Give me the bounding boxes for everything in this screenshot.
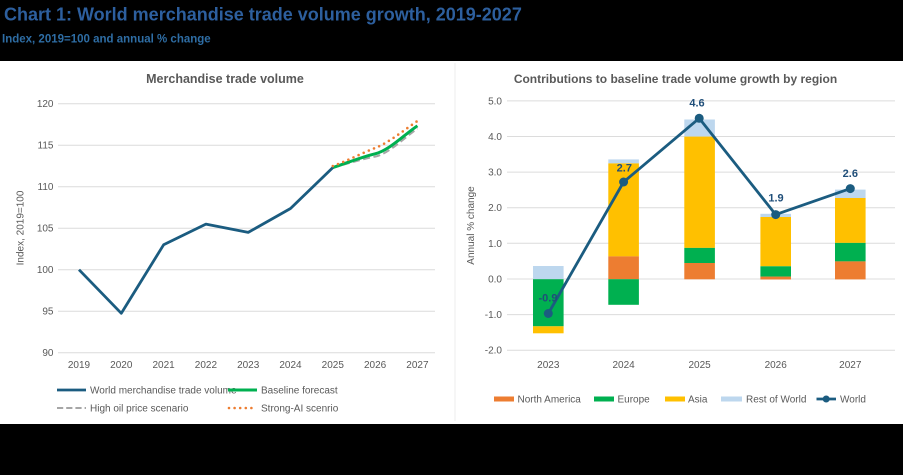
svg-text:2025: 2025: [322, 360, 345, 371]
svg-text:-0.9: -0.9: [539, 293, 558, 305]
svg-text:-2.0: -2.0: [485, 346, 503, 357]
svg-text:2026: 2026: [364, 360, 387, 371]
svg-text:Europe: Europe: [618, 395, 651, 406]
svg-text:Contributions to baseline trad: Contributions to baseline trade volume g…: [514, 72, 837, 86]
svg-text:2024: 2024: [279, 360, 302, 371]
svg-text:2027: 2027: [406, 360, 429, 371]
svg-text:1.0: 1.0: [488, 239, 502, 250]
svg-text:95: 95: [42, 307, 54, 318]
svg-text:105: 105: [37, 224, 54, 235]
svg-text:4.6: 4.6: [689, 97, 704, 109]
svg-text:3.0: 3.0: [488, 168, 502, 179]
svg-text:Chart 1: World merchandise tra: Chart 1: World merchandise trade volume …: [4, 5, 522, 25]
svg-text:110: 110: [38, 182, 54, 193]
svg-text:2026: 2026: [765, 360, 788, 371]
svg-text:2019: 2019: [68, 360, 91, 371]
svg-text:100: 100: [37, 265, 54, 276]
svg-text:90: 90: [42, 348, 54, 359]
svg-text:North America: North America: [518, 395, 582, 406]
svg-text:120: 120: [37, 99, 54, 110]
svg-text:2025: 2025: [688, 360, 711, 371]
svg-text:2.7: 2.7: [617, 163, 632, 175]
svg-text:Baseline forecast: Baseline forecast: [261, 386, 338, 397]
svg-text:2024: 2024: [612, 360, 635, 371]
svg-text:0.0: 0.0: [488, 275, 502, 286]
svg-text:5.0: 5.0: [488, 96, 502, 107]
svg-text:Index, 2019=100: Index, 2019=100: [16, 190, 27, 265]
svg-text:Strong-AI scenrio: Strong-AI scenrio: [261, 404, 339, 415]
svg-text:World merchandise trade volume: World merchandise trade volume: [90, 386, 237, 397]
svg-text:2020: 2020: [110, 360, 133, 371]
svg-text:2022: 2022: [195, 360, 218, 371]
svg-text:-1.0: -1.0: [485, 310, 503, 321]
svg-text:2.0: 2.0: [488, 203, 502, 214]
svg-text:Rest of World: Rest of World: [746, 395, 806, 406]
svg-text:2.6: 2.6: [843, 168, 858, 180]
svg-text:Merchandise trade volume: Merchandise trade volume: [146, 72, 304, 86]
svg-text:2023: 2023: [237, 360, 260, 371]
svg-text:1.9: 1.9: [768, 192, 783, 204]
svg-text:2021: 2021: [152, 360, 175, 371]
svg-text:115: 115: [38, 141, 54, 152]
svg-text:High oil price scenario: High oil price scenario: [90, 404, 189, 415]
svg-text:Asia: Asia: [688, 395, 708, 406]
svg-text:4.0: 4.0: [488, 132, 502, 143]
svg-text:World: World: [840, 395, 866, 406]
svg-text:Annual % change: Annual % change: [466, 186, 477, 265]
svg-text:2027: 2027: [839, 360, 862, 371]
svg-text:2023: 2023: [537, 360, 560, 371]
svg-text:Index, 2019=100 and annual % c: Index, 2019=100 and annual % change: [2, 34, 211, 46]
